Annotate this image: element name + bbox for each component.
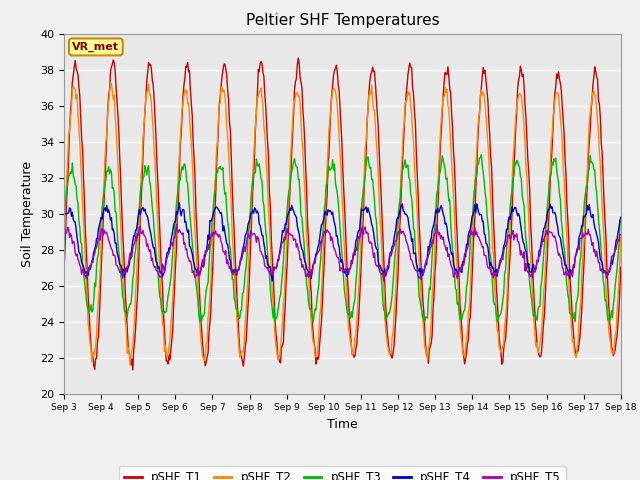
pSHF_T1 (159, 311, 167, 316)
pSHF_T1 (481, 68, 489, 73)
pSHF_T3 (477, 152, 485, 157)
pSHF_T1 (60, 268, 68, 274)
pSHF_T2 (126, 361, 134, 367)
pSHF_T5 (434, 228, 442, 234)
pSHF_T5 (481, 252, 489, 258)
pSHF_T5 (617, 231, 625, 237)
Legend: pSHF_T1, pSHF_T2, pSHF_T3, pSHF_T4, pSHF_T5: pSHF_T1, pSHF_T2, pSHF_T3, pSHF_T4, pSHF… (119, 466, 566, 480)
pSHF_T2 (434, 185, 442, 191)
pSHF_T5 (204, 241, 212, 247)
pSHF_T2 (107, 80, 115, 85)
pSHF_T2 (60, 237, 68, 243)
X-axis label: Time: Time (327, 418, 358, 431)
pSHF_T1 (434, 208, 442, 214)
pSHF_T3 (313, 299, 321, 304)
Line: pSHF_T3: pSHF_T3 (64, 155, 621, 323)
pSHF_T1 (617, 264, 625, 270)
pSHF_T2 (617, 234, 625, 240)
Y-axis label: Soil Temperature: Soil Temperature (22, 161, 35, 266)
pSHF_T4 (481, 232, 489, 238)
pSHF_T4 (159, 274, 166, 279)
Line: pSHF_T2: pSHF_T2 (64, 83, 621, 364)
Line: pSHF_T5: pSHF_T5 (64, 224, 621, 281)
pSHF_T3 (159, 309, 166, 315)
pSHF_T4 (60, 209, 68, 215)
pSHF_T2 (481, 101, 489, 107)
pSHF_T3 (204, 283, 211, 288)
pSHF_T4 (314, 244, 322, 250)
pSHF_T5 (159, 261, 166, 267)
pSHF_T4 (204, 232, 212, 238)
pSHF_T5 (380, 278, 388, 284)
pSHF_T1 (129, 367, 136, 373)
pSHF_T1 (204, 350, 212, 356)
pSHF_T4 (617, 214, 625, 220)
pSHF_T2 (390, 313, 398, 319)
pSHF_T3 (60, 216, 68, 222)
pSHF_T3 (617, 215, 625, 220)
pSHF_T3 (481, 189, 489, 195)
pSHF_T5 (60, 233, 68, 239)
Title: Peltier SHF Temperatures: Peltier SHF Temperatures (246, 13, 439, 28)
pSHF_T5 (390, 243, 398, 249)
pSHF_T4 (268, 278, 276, 284)
pSHF_T4 (175, 200, 183, 205)
pSHF_T5 (313, 252, 321, 257)
pSHF_T5 (173, 221, 180, 227)
pSHF_T4 (390, 236, 398, 241)
pSHF_T2 (205, 308, 213, 313)
pSHF_T3 (309, 320, 317, 325)
pSHF_T1 (390, 344, 398, 349)
Line: pSHF_T4: pSHF_T4 (64, 203, 621, 281)
pSHF_T4 (434, 205, 442, 211)
pSHF_T2 (314, 344, 322, 350)
pSHF_T3 (433, 191, 440, 196)
pSHF_T3 (389, 280, 397, 286)
pSHF_T1 (314, 357, 322, 362)
pSHF_T2 (161, 348, 168, 354)
pSHF_T1 (294, 55, 302, 61)
Line: pSHF_T1: pSHF_T1 (64, 58, 621, 370)
Text: VR_met: VR_met (72, 42, 119, 52)
